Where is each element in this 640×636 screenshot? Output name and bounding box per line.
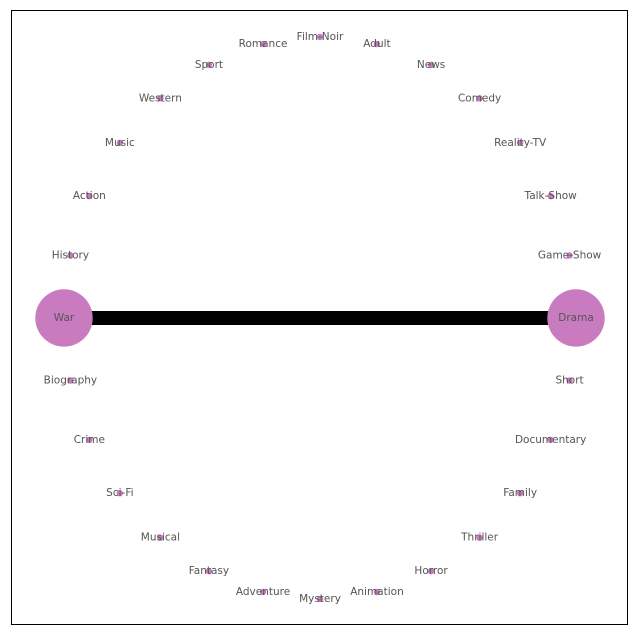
node-label-talk-show: Talk-Show — [524, 190, 578, 202]
node-talk-show — [547, 192, 554, 200]
node-thriller — [476, 534, 483, 541]
node-sci-fi — [116, 490, 124, 497]
node-news — [427, 61, 435, 69]
node-western — [157, 95, 164, 102]
node-film-noir — [316, 33, 324, 41]
node-history — [67, 252, 74, 259]
node-label-game-show: Game-Show — [538, 249, 602, 261]
node-label-crime: Crime — [74, 434, 105, 446]
node-adventure — [259, 588, 267, 596]
node-label-news: News — [417, 59, 445, 71]
node-label-biography: Biography — [44, 375, 98, 387]
node-label-musical: Musical — [141, 532, 180, 544]
node-action — [86, 192, 93, 200]
node-horror — [427, 567, 435, 575]
node-label-film-noir: Film-Noir — [297, 31, 344, 43]
node-musical — [157, 534, 164, 541]
node-music — [116, 139, 124, 146]
node-adult — [373, 40, 381, 48]
plot-frame — [11, 10, 628, 625]
node-label-drama: Drama — [558, 312, 594, 324]
node-romance — [259, 40, 267, 48]
node-comedy — [476, 95, 483, 102]
node-label-romance: Romance — [239, 38, 288, 50]
node-mystery — [316, 595, 324, 603]
node-label-sci-fi: Sci-Fi — [106, 487, 133, 499]
node-label-mystery: Mystery — [299, 593, 341, 605]
node-reality-tv — [516, 139, 524, 146]
node-label-fantasy: Fantasy — [189, 565, 229, 577]
node-label-adventure: Adventure — [236, 586, 290, 598]
node-label-action: Action — [73, 190, 106, 202]
node-sport — [205, 61, 213, 69]
node-drama — [547, 289, 605, 347]
node-label-animation: Animation — [350, 586, 404, 598]
node-fantasy — [205, 567, 213, 575]
node-family — [516, 490, 524, 497]
node-label-thriller: Thriller — [460, 532, 499, 544]
node-label-documentary: Documentary — [515, 434, 586, 446]
node-label-history: History — [52, 249, 89, 261]
node-biography — [67, 377, 74, 384]
node-crime — [86, 436, 93, 444]
node-label-comedy: Comedy — [458, 92, 501, 104]
node-label-short: Short — [555, 375, 583, 387]
node-label-sport: Sport — [195, 59, 223, 71]
node-label-music: Music — [105, 137, 135, 149]
node-label-reality-tv: Reality-TV — [494, 137, 547, 149]
node-documentary — [547, 436, 554, 444]
node-label-western: Western — [139, 92, 182, 104]
node-label-family: Family — [503, 487, 537, 499]
node-short — [566, 377, 573, 384]
node-label-adult: Adult — [363, 38, 390, 50]
node-label-horror: Horror — [414, 565, 448, 577]
node-game-show — [566, 252, 573, 259]
node-war — [35, 289, 93, 347]
node-label-war: War — [54, 312, 75, 324]
node-animation — [373, 588, 381, 596]
